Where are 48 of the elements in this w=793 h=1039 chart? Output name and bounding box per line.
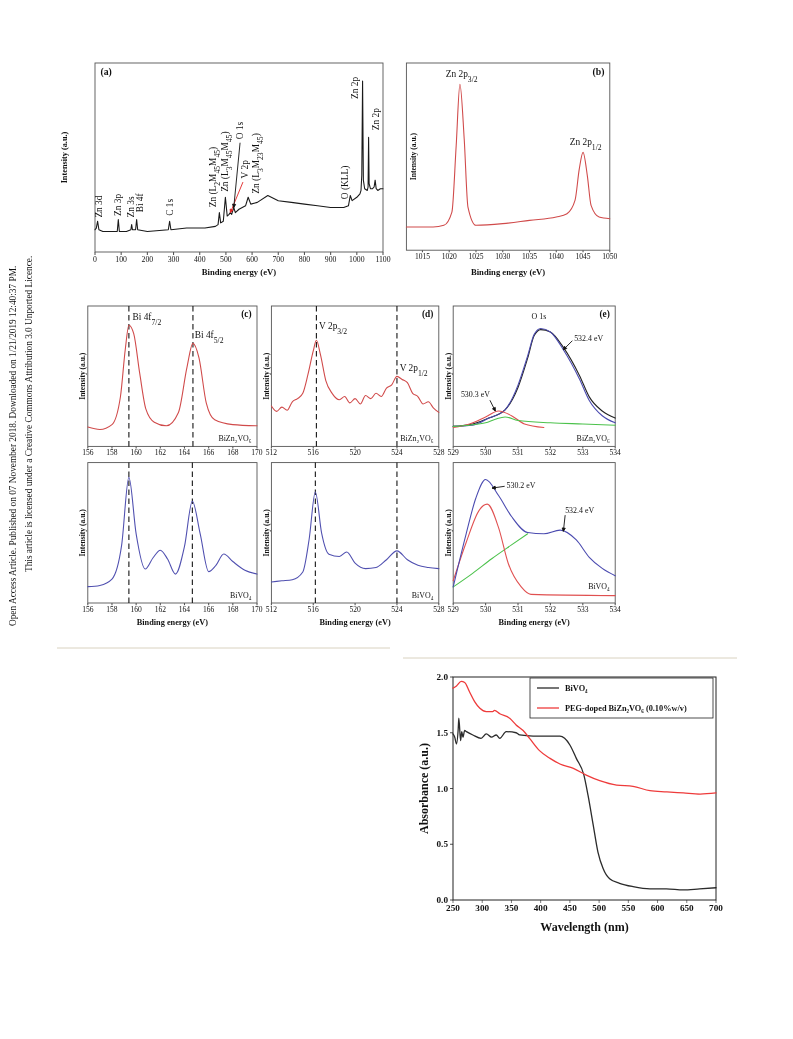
x-tick-label: 600 bbox=[650, 903, 665, 914]
y-axis-title: Absorbance (a.u.) bbox=[417, 742, 431, 835]
annotation: V 2p$_{1/2}$ bbox=[399, 362, 428, 378]
chart-title: (e) bbox=[599, 309, 610, 321]
x-tick-label: 700 bbox=[709, 903, 724, 914]
x-tick-label: 400 bbox=[533, 903, 548, 914]
annotation: V 2p$_{3/2}$ bbox=[319, 321, 348, 336]
chart-title: (d) bbox=[421, 309, 434, 321]
annotation: Zn 2p$_{1/2}$ bbox=[569, 137, 602, 152]
annotation: Bi 4f$_{7/2}$ bbox=[132, 311, 162, 327]
legend-label: BiVO₄ bbox=[565, 683, 589, 693]
annotation: Bi 4f bbox=[135, 192, 146, 213]
x-axis-title: Wavelength (nm) bbox=[540, 920, 629, 934]
y-tick-label: 0.5 bbox=[436, 839, 449, 850]
x-tick-label: 500 bbox=[592, 903, 607, 914]
annotation: Bi 4f$_{5/2}$ bbox=[194, 330, 224, 345]
annotation: Zn 3d bbox=[94, 195, 105, 218]
x-tick-label: 250 bbox=[446, 903, 461, 914]
x-axis-title: Binding energy (eV) bbox=[136, 618, 209, 628]
x-tick-label: 450 bbox=[563, 903, 578, 914]
annotation: Zn 3s bbox=[125, 196, 136, 218]
annotation: Zn 2p$_{3/2}$ bbox=[445, 69, 478, 84]
chart-title: (b) bbox=[592, 65, 605, 78]
annotation: O 1s bbox=[235, 121, 246, 140]
x-tick-label: 350 bbox=[504, 903, 519, 914]
text: This article is licensed under a Creative Commons Attribution 3.0 Unported Licence. bbox=[23, 255, 34, 572]
annotation: Zn 2p bbox=[370, 107, 381, 131]
chart-title: (a) bbox=[100, 65, 112, 78]
x-axis-title: Binding energy (eV) bbox=[470, 267, 546, 278]
x-tick-label: 650 bbox=[679, 903, 695, 914]
y-tick-label: 1.5 bbox=[436, 727, 449, 738]
x-tick-label: 550 bbox=[621, 903, 636, 914]
x-axis-title: Binding energy (eV) bbox=[498, 618, 571, 628]
annotation: C 1s bbox=[164, 198, 175, 216]
annotation: Zn 2p bbox=[350, 76, 361, 99]
chart-title: (c) bbox=[241, 309, 252, 321]
text: Open Access Article. Published on 07 November 2018. Downloaded on 1/21/2019 12:40:37 PM. bbox=[7, 265, 18, 626]
x-axis-title: Binding energy (eV) bbox=[319, 618, 391, 628]
annotation: V 2p bbox=[239, 159, 250, 179]
y-axis-title: Intensity (a.u.) bbox=[59, 131, 69, 184]
legend-label: PEG-doped BiZn₂VO₆ (0.10%w/v) bbox=[565, 703, 687, 713]
y-tick-label: 0.0 bbox=[436, 895, 449, 905]
annotation: Zn 3p bbox=[113, 193, 124, 216]
x-tick-label: 300 bbox=[475, 903, 490, 914]
x-axis-title: Binding energy (eV) bbox=[201, 267, 277, 278]
y-tick-label: 1.0 bbox=[436, 783, 449, 794]
y-tick-label: 2.0 bbox=[436, 672, 449, 682]
annotation: O (KLL) bbox=[339, 165, 351, 200]
